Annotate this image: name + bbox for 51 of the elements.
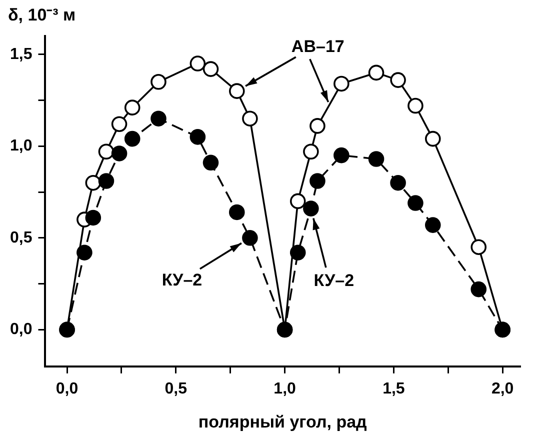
x-tick-label: 0,5 <box>164 380 188 398</box>
point <box>424 130 441 147</box>
point <box>408 195 424 211</box>
x-tick-label: 1,0 <box>274 380 296 398</box>
point <box>334 147 350 164</box>
point <box>368 64 384 81</box>
point <box>150 74 166 90</box>
point <box>150 110 166 126</box>
y-tick-label: 0,0 <box>10 321 32 338</box>
point <box>290 193 306 210</box>
x-tick-label: 1,5 <box>382 380 405 398</box>
series-label: КУ–2 <box>314 271 354 290</box>
point <box>470 239 487 255</box>
point <box>310 173 326 189</box>
point <box>334 76 350 92</box>
point <box>124 130 140 147</box>
x-tick-label: 0,0 <box>56 380 78 398</box>
point <box>98 173 114 189</box>
point <box>124 100 140 116</box>
x-axis-title: полярный угол, рад <box>198 412 368 432</box>
y-tick-label: 0,5 <box>10 229 32 246</box>
point <box>303 200 319 216</box>
point <box>290 244 306 260</box>
point <box>303 144 319 160</box>
point <box>408 98 424 114</box>
point <box>85 210 102 226</box>
point <box>190 129 206 145</box>
text: КУ–2 <box>162 270 202 290</box>
point <box>202 61 219 77</box>
point <box>85 174 102 191</box>
y-tick-label: 1,5 <box>10 46 32 63</box>
x-tick-label: 2,0 <box>491 380 514 398</box>
point <box>228 204 245 220</box>
point <box>310 118 326 134</box>
point <box>424 217 441 233</box>
y-axis-title: δ, 10⁻³ м <box>8 6 76 25</box>
point <box>242 230 258 246</box>
point <box>190 56 206 72</box>
y-tick-label: 1,0 <box>10 138 32 155</box>
point <box>98 144 114 160</box>
series-label: АВ–17 <box>291 36 344 56</box>
point <box>76 244 92 260</box>
point <box>390 174 406 191</box>
point <box>228 83 245 99</box>
point <box>242 110 258 126</box>
point <box>390 72 406 88</box>
point <box>202 154 219 171</box>
point <box>470 281 487 298</box>
point <box>111 146 128 162</box>
point <box>111 116 128 132</box>
point <box>368 151 384 167</box>
